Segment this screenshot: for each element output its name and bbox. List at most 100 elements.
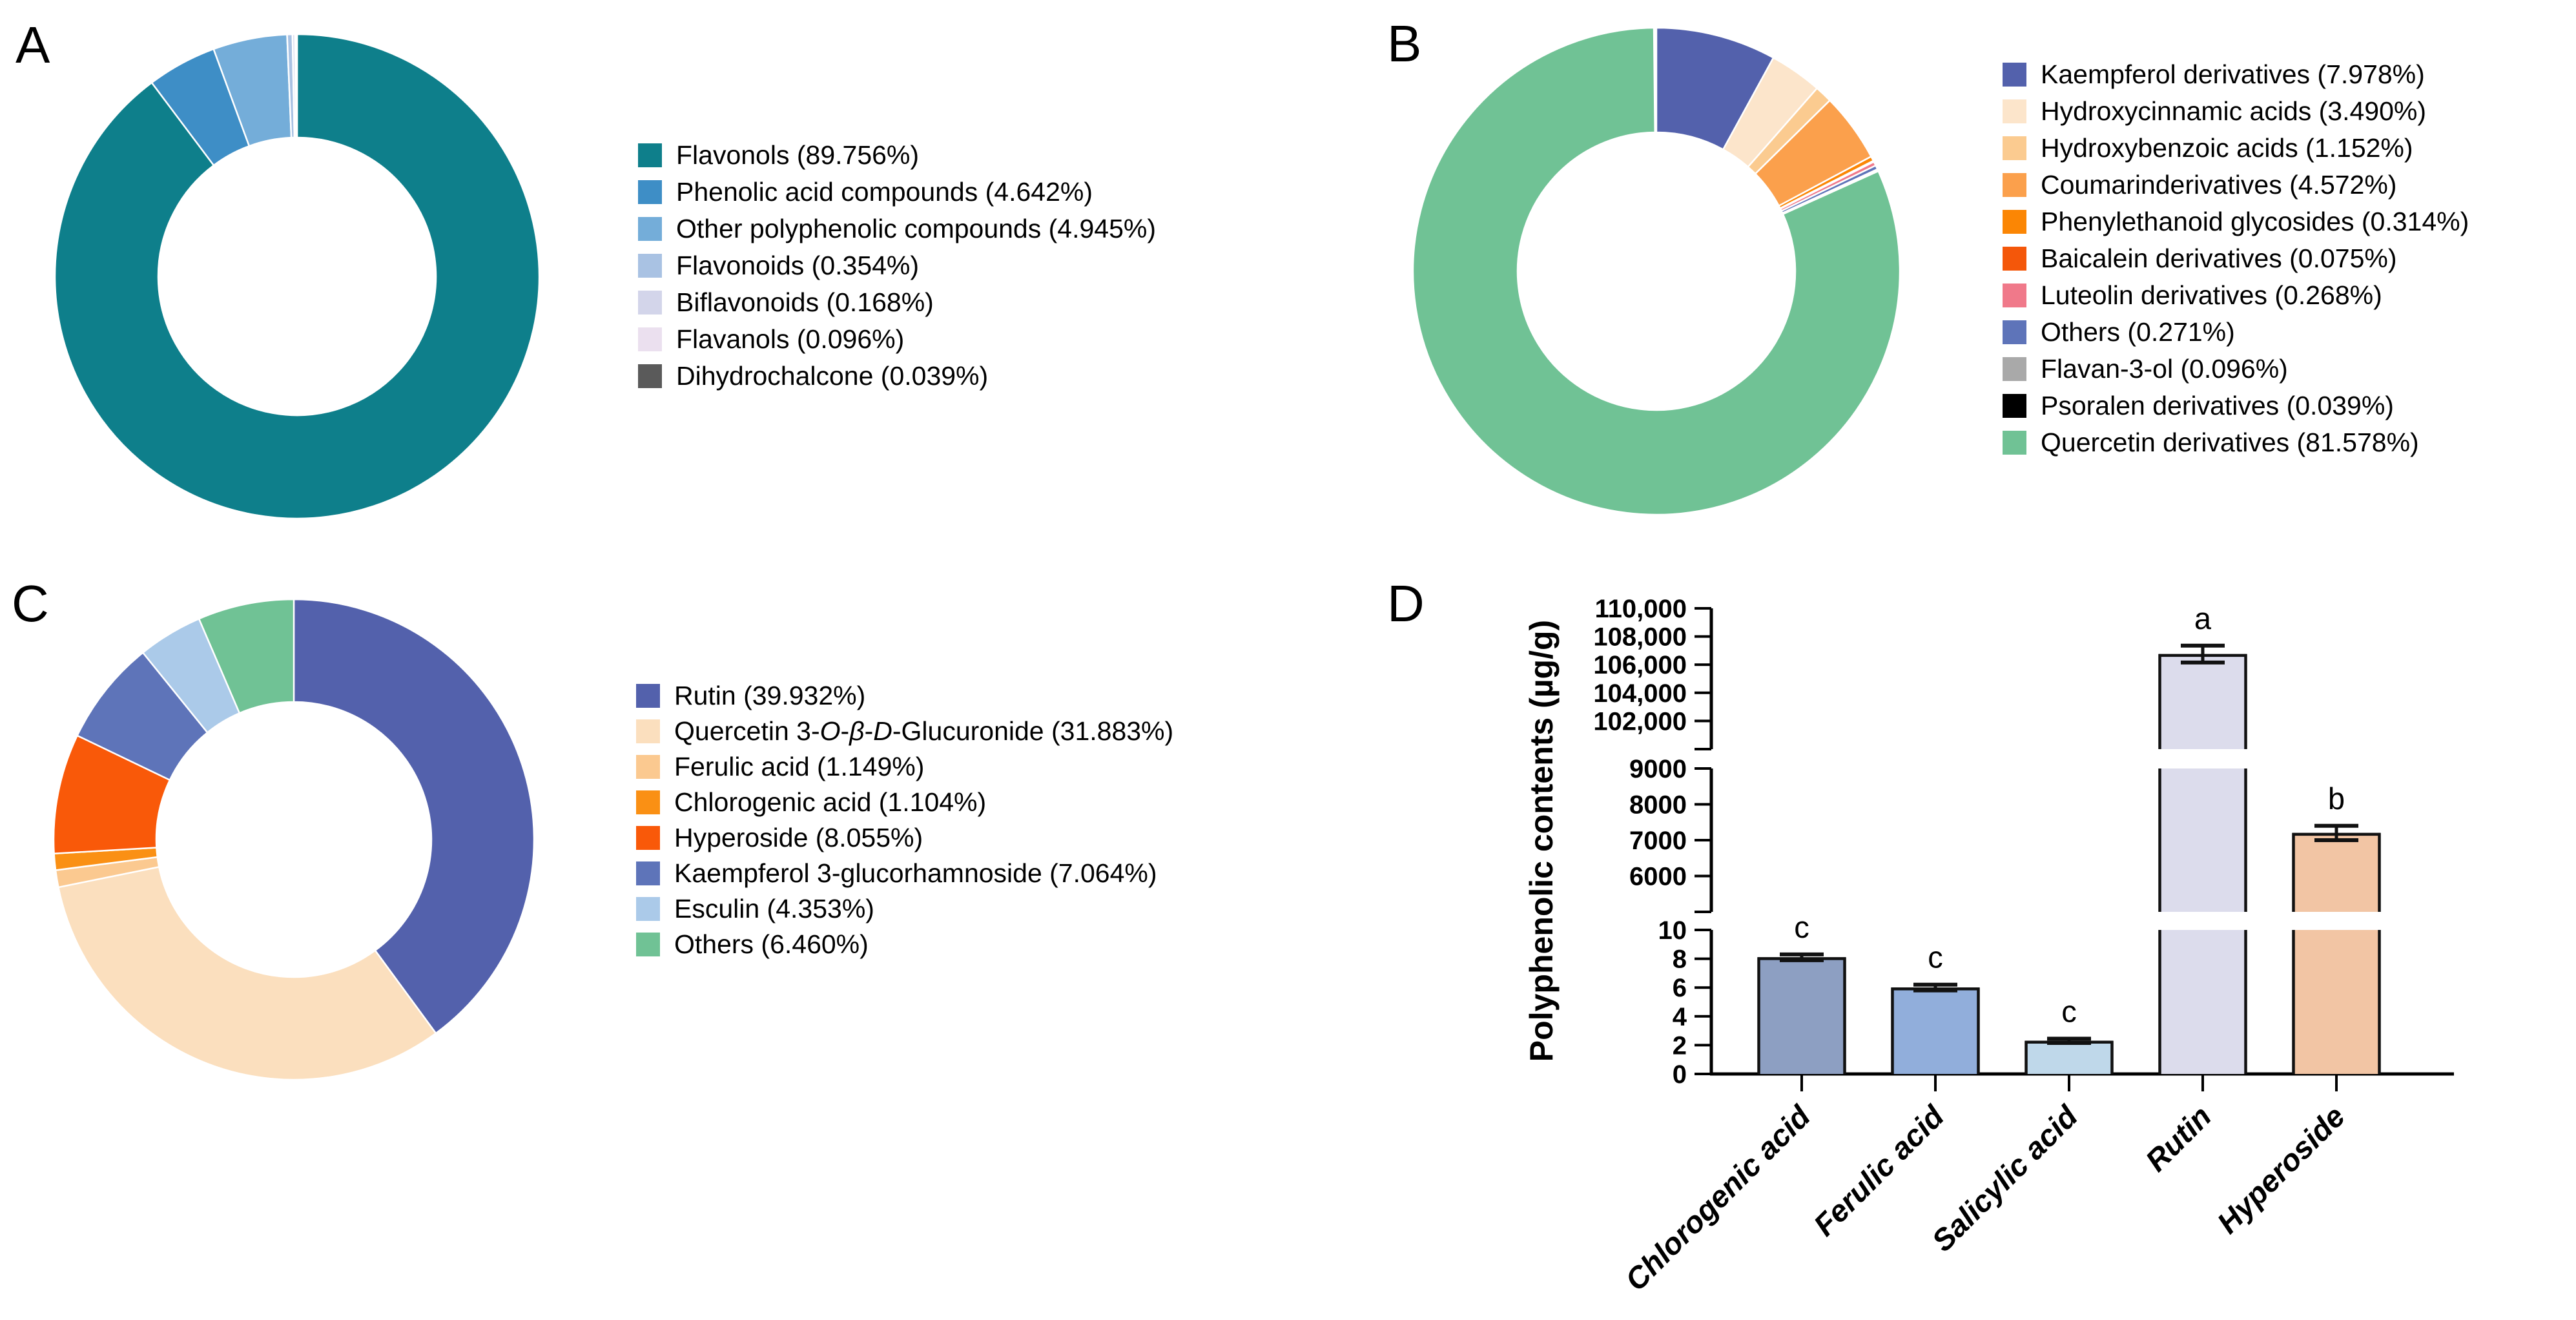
donut-slice-a xyxy=(295,33,298,139)
legend-label: Quercetin 3-O-β-D-Glucuronide (31.883%) xyxy=(674,716,1174,746)
legend-item: Quercetin derivatives (81.578%) xyxy=(2003,424,2469,461)
legend-swatch xyxy=(638,217,662,241)
legend-label: Coumarinderivatives (4.572%) xyxy=(2041,170,2397,200)
legend-label: Psoralen derivatives (0.039%) xyxy=(2041,391,2394,420)
legend-panel-c: Rutin (39.932%) Quercetin 3-O-β-D-Glucuro… xyxy=(636,678,1173,962)
y-tick-label: 8000 xyxy=(1629,791,1687,820)
donut-slice-c xyxy=(198,598,295,714)
legend-item: Flavonols (89.756%) xyxy=(638,137,1156,174)
legend-swatch xyxy=(2003,63,2026,87)
legend-label: Dihydrochalcone (0.039%) xyxy=(676,361,989,391)
significance-letter: a xyxy=(2194,601,2212,635)
y-tick-label: 4 xyxy=(1673,1003,1687,1031)
significance-letter: c xyxy=(1794,910,1809,944)
legend-swatch xyxy=(636,755,660,779)
legend-swatch xyxy=(638,143,662,167)
legend-swatch xyxy=(638,254,662,278)
donut-c xyxy=(52,598,535,1081)
legend-swatch xyxy=(638,327,662,351)
significance-letter: b xyxy=(2328,781,2345,816)
legend-label: Phenolic acid compounds (4.642%) xyxy=(676,177,1093,207)
legend-swatch xyxy=(2003,394,2026,418)
y-tick-label: 104,000 xyxy=(1593,679,1687,708)
donut-slice-c xyxy=(293,598,535,1035)
legend-item: Kaempferol derivatives (7.978%) xyxy=(2003,56,2469,93)
legend-swatch xyxy=(2003,136,2026,160)
x-tick-label: Chlorogenic acid xyxy=(1618,1098,1817,1297)
x-tick-label: Rutin xyxy=(2139,1099,2218,1178)
legend-item: Flavonoids (0.354%) xyxy=(638,247,1156,284)
donut-b xyxy=(1412,26,1901,516)
legend-swatch xyxy=(636,861,660,885)
legend-label: Kaempferol 3-glucorhamnoside (7.064%) xyxy=(674,858,1157,888)
legend-label: Baicalein derivatives (0.075%) xyxy=(2041,243,2397,273)
legend-swatch xyxy=(2003,284,2026,307)
legend-item: Hydroxycinnamic acids (3.490%) xyxy=(2003,93,2469,130)
legend-swatch xyxy=(636,790,660,814)
legend-swatch xyxy=(2003,173,2026,197)
legend-item: Others (0.271%) xyxy=(2003,314,2469,351)
legend-swatch xyxy=(2003,431,2026,455)
legend-label: Flavonols (89.756%) xyxy=(676,140,920,170)
y-tick-label: 2 xyxy=(1673,1031,1687,1060)
y-tick-label: 8 xyxy=(1673,945,1687,974)
legend-label: Flavonoids (0.354%) xyxy=(676,251,920,280)
significance-letter: c xyxy=(1928,940,1943,975)
legend-swatch xyxy=(636,897,660,921)
panel-c-label: C xyxy=(12,575,49,632)
legend-label: Phenylethanoid glycosides (0.314%) xyxy=(2041,207,2469,236)
bar-segment xyxy=(1891,987,1980,1074)
legend-label: Flavan-3-ol (0.096%) xyxy=(2041,354,2288,384)
legend-swatch xyxy=(636,826,660,850)
legend-item: Others (6.460%) xyxy=(636,927,1173,962)
legend-swatch xyxy=(636,719,660,743)
donut-slice-a xyxy=(54,33,541,520)
donut-slice-c xyxy=(57,866,437,1081)
legend-item: Psoralen derivatives (0.039%) xyxy=(2003,387,2469,424)
legend-label: Hydroxybenzoic acids (1.152%) xyxy=(2041,133,2413,163)
legend-label: Hyperoside (8.055%) xyxy=(674,823,923,852)
y-tick-label: 6 xyxy=(1673,974,1687,1002)
significance-letter: c xyxy=(2061,994,2077,1028)
legend-label: Rutin (39.932%) xyxy=(674,681,866,710)
legend-item: Phenolic acid compounds (4.642%) xyxy=(638,174,1156,211)
y-tick-label: 108,000 xyxy=(1593,623,1687,652)
legend-item: Other polyphenolic compounds (4.945%) xyxy=(638,211,1156,247)
legend-item: Kaempferol 3-glucorhamnoside (7.064%) xyxy=(636,856,1173,891)
legend-swatch xyxy=(638,291,662,315)
bar-segment xyxy=(2158,768,2247,912)
y-axis-title: Polyphenolic contents (µg/g) xyxy=(1523,620,1560,1062)
y-tick-label: 7000 xyxy=(1629,827,1687,855)
legend-label: Others (0.271%) xyxy=(2041,317,2235,347)
legend-swatch xyxy=(638,180,662,204)
legend-label: Chlorogenic acid (1.104%) xyxy=(674,787,987,817)
legend-item: Phenylethanoid glycosides (0.314%) xyxy=(2003,203,2469,240)
legend-item: Chlorogenic acid (1.104%) xyxy=(636,785,1173,820)
legend-label: Hydroxycinnamic acids (3.490%) xyxy=(2041,96,2427,126)
legend-item: Biflavonoids (0.168%) xyxy=(638,284,1156,321)
bar-segment xyxy=(2292,832,2381,912)
y-tick-label: 106,000 xyxy=(1593,651,1687,679)
legend-swatch xyxy=(636,684,660,708)
legend-item: Quercetin 3-O-β-D-Glucuronide (31.883%) xyxy=(636,714,1173,749)
legend-item: Esculin (4.353%) xyxy=(636,891,1173,927)
legend-item: Flavan-3-ol (0.096%) xyxy=(2003,351,2469,387)
legend-item: Ferulic acid (1.149%) xyxy=(636,749,1173,785)
bar-segment xyxy=(2158,930,2247,1074)
y-tick-label: 0 xyxy=(1673,1060,1687,1089)
y-tick-label: 10 xyxy=(1658,916,1687,945)
legend-panel-b: Kaempferol derivatives (7.978%) Hydroxyci… xyxy=(2003,56,2469,461)
legend-label: Luteolin derivatives (0.268%) xyxy=(2041,280,2382,310)
bar-segment xyxy=(1757,957,1846,1074)
legend-label: Kaempferol derivatives (7.978%) xyxy=(2041,59,2425,89)
legend-swatch xyxy=(2003,99,2026,123)
legend-item: Rutin (39.932%) xyxy=(636,678,1173,714)
legend-item: Dihydrochalcone (0.039%) xyxy=(638,358,1156,395)
legend-item: Luteolin derivatives (0.268%) xyxy=(2003,277,2469,314)
legend-item: Baicalein derivatives (0.075%) xyxy=(2003,240,2469,277)
legend-item: Flavanols (0.096%) xyxy=(638,321,1156,358)
x-tick-label: Ferulic acid xyxy=(1807,1098,1951,1243)
